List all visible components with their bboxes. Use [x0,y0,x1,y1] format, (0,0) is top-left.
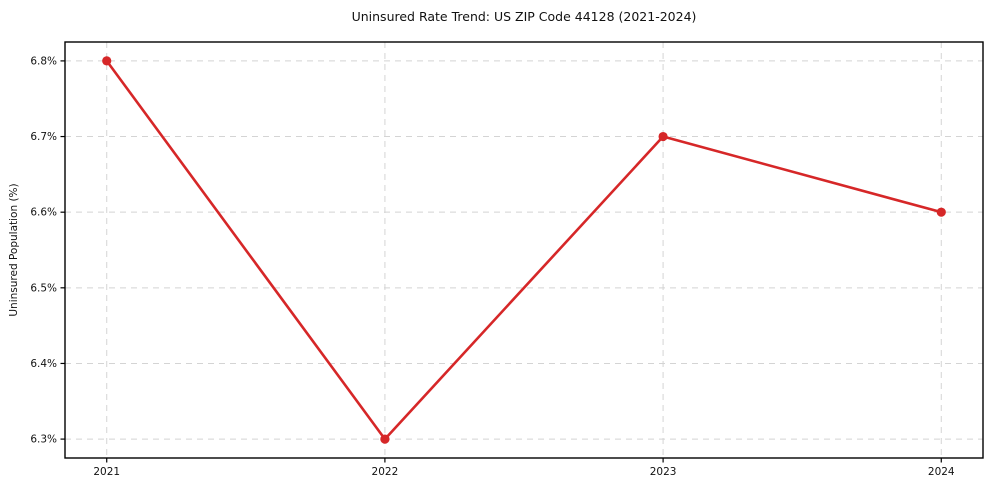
x-tick-label: 2021 [93,466,120,478]
data-series-layer [102,56,946,444]
y-tick-label: 6.5% [30,282,57,294]
axis-layer: 6.3% 6.4% 6.5% 6.6% 6.7% 6.8% 2021 2022 2023 2024 [30,41,984,478]
plot-border [64,41,984,459]
data-point-marker [102,56,112,66]
y-tick-label: 6.8% [30,55,57,67]
y-tick-label: 6.4% [30,358,57,370]
chart-title: Uninsured Rate Trend: US ZIP Code 44128 … [351,9,697,24]
data-point-marker [380,434,390,444]
data-point-marker [936,207,946,217]
grid-layer [65,42,983,458]
data-point-marker [658,131,668,142]
y-tick-label: 6.6% [30,207,57,219]
x-tick-label: 2024 [928,466,955,478]
x-tick-label: 2022 [372,466,399,478]
y-tick-label: 6.7% [30,131,57,143]
trend-line [105,59,943,441]
y-tick-label: 6.3% [30,434,57,446]
x-tick-label: 2023 [650,466,677,478]
